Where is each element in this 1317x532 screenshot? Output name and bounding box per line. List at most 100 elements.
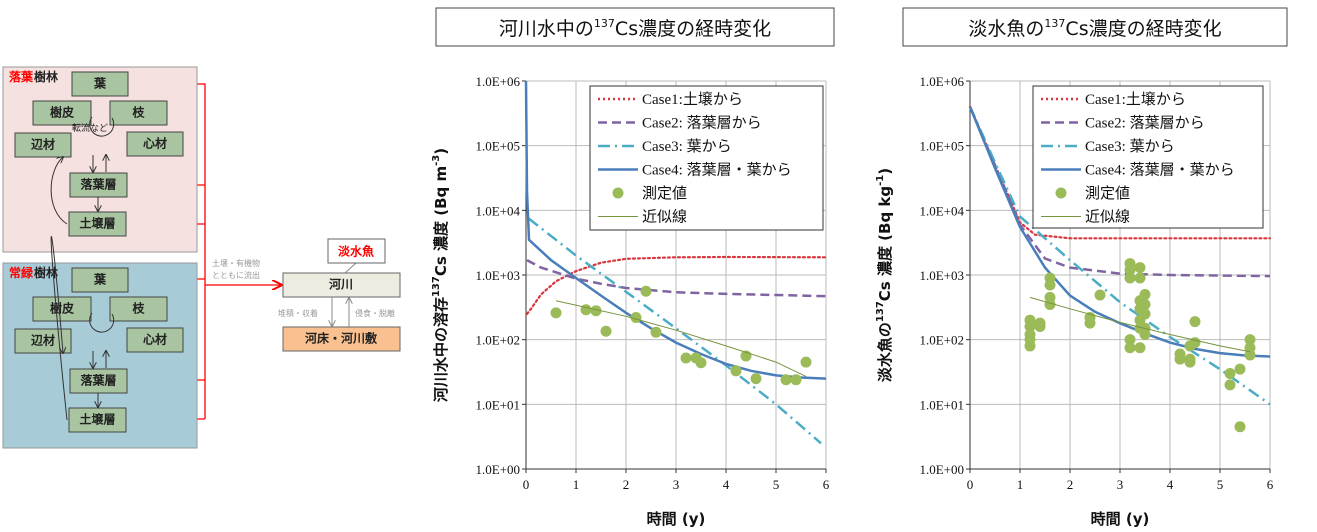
data-point-measured <box>1139 308 1151 320</box>
chart-title-title_sup: 137 <box>594 17 615 30</box>
box-label-branch: 枝 <box>131 301 145 316</box>
series-line-1 <box>525 255 828 315</box>
y-tick-label: 1.0E+02 <box>475 333 520 348</box>
data-point-measured <box>1224 379 1236 391</box>
y-label-ylabel_sup2: -3 <box>431 155 442 166</box>
data-point-measured <box>1124 334 1136 346</box>
box-bark <box>32 100 92 126</box>
box-label-heartwood: 心材 <box>143 332 167 347</box>
riverbed-box <box>282 326 401 352</box>
data-point-measured <box>1139 298 1151 310</box>
data-point-measured <box>1024 340 1036 352</box>
x-tick-label: 6 <box>1267 477 1274 492</box>
chart-title: 淡水魚の137Cs濃度の経時変化 <box>968 17 1221 40</box>
data-point-measured <box>1244 349 1256 361</box>
y-tick-label: 1.0E+05 <box>919 139 964 154</box>
box-litter <box>69 368 128 394</box>
legend-label: Case2: 落葉層から <box>1085 115 1205 132</box>
data-point-measured <box>790 374 802 386</box>
box-branch <box>109 296 168 322</box>
data-point-measured <box>1189 337 1201 349</box>
legend-box <box>1032 85 1264 229</box>
y-label-ylabel_post: Cs 濃度 (Bq m <box>432 166 450 276</box>
deciduous-title: 樹林 <box>34 69 58 84</box>
data-point-measured <box>1134 342 1146 354</box>
chart-title-title_post: Cs濃度の経時変化 <box>615 18 771 40</box>
fish-label: 淡水魚 <box>338 244 374 259</box>
data-point-measured <box>1189 316 1201 328</box>
data-point-measured <box>650 326 662 338</box>
y-tick-label: 1.0E+03 <box>919 268 964 283</box>
x-axis-label: 時間 (y) <box>1091 510 1150 528</box>
deciduous-title-red: 落葉 <box>9 69 34 84</box>
legend-label: Case1:土壌から <box>642 91 743 108</box>
chart-title-box <box>435 7 835 47</box>
box-label-sapwood: 辺材 <box>31 137 55 152</box>
y-label-ylabel_sup2: -1 <box>875 175 886 186</box>
box-label-bark: 樹皮 <box>50 301 74 316</box>
x-tick-label: 4 <box>1167 477 1174 492</box>
cycle-arrow-icon <box>89 116 115 137</box>
y-label-ylabel_end: ) <box>876 168 894 175</box>
curved-arrow-icon <box>50 157 68 225</box>
data-point-measured <box>1224 367 1236 379</box>
y-tick-label: 1.0E+01 <box>919 397 964 412</box>
box-label-heartwood: 心材 <box>143 136 167 151</box>
river-label: 河川 <box>328 277 353 292</box>
connector-line <box>344 262 357 274</box>
data-point-measured <box>600 325 612 337</box>
cycle-arrow-icon <box>89 312 115 333</box>
data-point-measured <box>640 285 652 297</box>
data-point-measured <box>1234 421 1246 433</box>
runoff-label: 土壌・有機物 <box>212 258 260 268</box>
legend-marker <box>1055 187 1067 199</box>
data-point-measured <box>1044 279 1056 291</box>
data-point-measured <box>1084 317 1096 329</box>
data-point-measured <box>780 374 792 386</box>
riverbed-label: 河床・河川敷 <box>304 331 378 346</box>
legend-label: 近似線 <box>642 209 687 226</box>
y-tick-label: 1.0E+04 <box>475 203 520 218</box>
box-label-litter: 落葉層 <box>80 373 116 388</box>
box-label-branch: 枝 <box>131 105 145 120</box>
legend: Case1:土壌から Case2: 落葉層から Case3: 葉から Case4: 落… <box>589 85 824 231</box>
data-point-measured <box>1234 363 1246 375</box>
x-tick-label: 0 <box>967 477 974 492</box>
series-line-4 <box>968 106 1271 358</box>
data-point-measured <box>730 365 742 377</box>
data-point-measured <box>590 305 602 317</box>
chart-2: 淡水魚の137Cs濃度の経時変化1.0E+0001.0E+0111.0E+022… <box>875 7 1288 528</box>
y-label-ylabel_post: Cs 濃度 (Bq kg <box>876 186 894 301</box>
data-point-measured <box>1024 320 1036 332</box>
legend-label: Case1:土壌から <box>1085 91 1186 108</box>
chart-title: 河川水中の137Cs濃度の経時変化 <box>499 17 771 40</box>
box-label-leaf: 葉 <box>93 272 107 287</box>
y-tick-label: 1.0E+04 <box>919 203 964 218</box>
data-point-measured <box>1139 329 1151 341</box>
legend-box <box>589 85 824 231</box>
box-label-bark: 樹皮 <box>50 105 74 120</box>
box-leaf <box>71 267 129 293</box>
y-tick-label: 1.0E+05 <box>475 139 520 154</box>
data-point-measured <box>1044 298 1056 310</box>
y-label-ylabel_pre: 河川水中の溶存 <box>432 297 450 402</box>
x-tick-label: 1 <box>1017 477 1024 492</box>
y-label-ylabel_pre: 淡水魚の <box>876 322 894 382</box>
erosion-label: 侵食・脱離 <box>355 308 395 318</box>
x-tick-label: 5 <box>1217 477 1224 492</box>
data-point-measured <box>1124 264 1136 276</box>
series-line-4 <box>524 80 827 380</box>
legend-label: Case4: 落葉層・葉から <box>1085 162 1235 179</box>
y-axis-label: 淡水魚の137Cs 濃度 (Bq kg-1) <box>875 168 894 382</box>
y-axis-label: 河川水中の溶存137Cs 濃度 (Bq m-3) <box>431 148 450 402</box>
evergreen-title: 樹林 <box>34 265 58 280</box>
data-point-measured <box>1244 334 1256 346</box>
series-line-1 <box>968 105 1272 240</box>
data-point-measured <box>1134 262 1146 274</box>
x-tick-label: 1 <box>573 477 580 492</box>
y-tick-label: 1.0E+00 <box>919 462 964 477</box>
x-tick-label: 3 <box>673 477 680 492</box>
